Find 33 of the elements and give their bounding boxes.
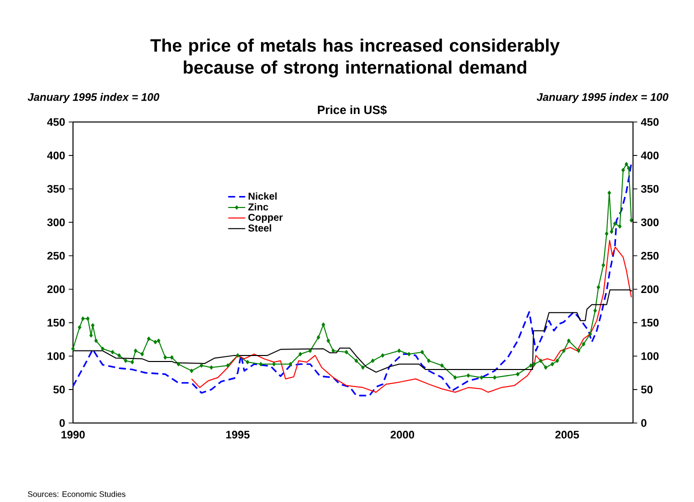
y2-tick-label: 200 [641, 285, 659, 294]
legend-label: Zinc [248, 203, 268, 210]
y2-tick-label: 400 [640, 152, 659, 160]
y-tick-label: 350 [47, 185, 65, 193]
chart-subtitle: Price in US$ [318, 105, 387, 115]
y-tick-label: 250 [47, 252, 65, 260]
line-series [191, 240, 632, 393]
x-tick-label: 1990 [62, 430, 85, 439]
legend-label: Nickel [248, 192, 277, 200]
y-tick-label: 100 [48, 352, 65, 360]
y-tick-label: 50 [53, 386, 65, 394]
y-tick-label: 200 [47, 285, 65, 294]
y2-axis-title: January 1995 index = 100 [536, 92, 668, 104]
y-axis-title: January 1995 index = 100 [28, 92, 160, 104]
y-tick-label: 300 [47, 218, 65, 226]
y-tick-label: 150 [48, 318, 65, 327]
y-tick-label: 400 [47, 152, 65, 160]
y-tick-label: 450 [47, 118, 65, 126]
y2-tick-label: 0 [641, 419, 646, 427]
y2-tick-label: 100 [641, 352, 659, 360]
x-tick-label: 1995 [226, 430, 250, 439]
y2-tick-label: 250 [641, 252, 659, 260]
y2-tick-label: 50 [641, 386, 653, 394]
x-tick-label: 2005 [555, 430, 579, 439]
y-tick-label: 0 [60, 419, 65, 427]
y2-tick-label: 450 [640, 118, 659, 126]
legend-label: Copper [248, 214, 283, 223]
y2-tick-label: 150 [641, 318, 659, 327]
x-tick-label: 2000 [390, 430, 414, 439]
chart-title: The price of metals has increased considerably because of strong international demand [150, 38, 560, 78]
y2-tick-label: 350 [641, 185, 659, 193]
y2-tick-label: 300 [641, 218, 659, 226]
legend-label: Steel [248, 224, 272, 232]
